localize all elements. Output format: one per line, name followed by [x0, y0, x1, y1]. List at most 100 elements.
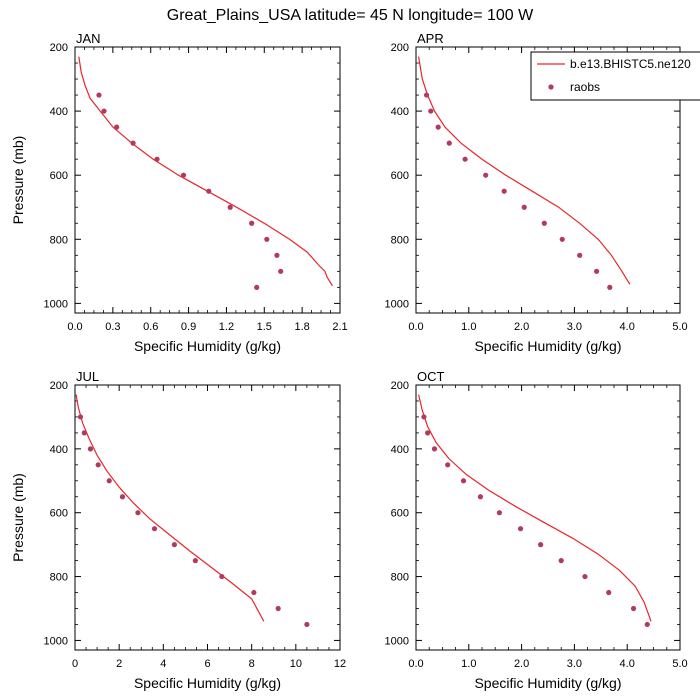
- y-tick-label-apr-2: 600: [391, 170, 409, 182]
- x-tick-label-jan-3: 0.9: [181, 321, 196, 333]
- obs-point-oct-9: [558, 558, 564, 564]
- obs-point-apr-3: [446, 140, 452, 146]
- obs-point-oct-1: [425, 430, 431, 436]
- obs-point-apr-8: [541, 220, 547, 226]
- obs-point-jan-12: [254, 284, 260, 290]
- legend-obs-label: raobs: [570, 80, 600, 94]
- obs-point-jul-7: [151, 526, 158, 532]
- obs-point-oct-6: [496, 510, 503, 516]
- y-tick-label-jan-2: 600: [50, 170, 68, 182]
- legend-obs-marker: [548, 84, 554, 90]
- obs-point-jul-13: [304, 621, 310, 628]
- obs-point-oct-11: [606, 589, 612, 596]
- obs-point-jul-1: [81, 430, 87, 436]
- x-tick-label-jul-2: 4: [160, 658, 166, 670]
- x-tick-label-jan-1: 0.3: [105, 321, 120, 333]
- x-tick-label-oct-5: 5.0: [672, 658, 687, 670]
- obs-point-oct-7: [517, 526, 524, 532]
- obs-point-apr-11: [593, 268, 600, 274]
- x-tick-label-apr-0: 0.0: [408, 321, 423, 333]
- obs-point-jan-10: [274, 252, 280, 258]
- y-axis-title-jul: Pressure (mb): [10, 473, 26, 562]
- obs-point-oct-13: [644, 621, 650, 628]
- x-tick-label-apr-3: 3.0: [567, 321, 582, 333]
- obs-point-oct-12: [630, 605, 637, 612]
- x-tick-label-oct-2: 2.0: [514, 658, 529, 670]
- panel-jan: JAN 0.0 0.3 0.6 0.9 1.2 1.5 1.8 2.1 200 400 600 800 1…: [10, 31, 348, 354]
- y-tick-label-oct-4: 1000: [385, 635, 409, 647]
- obs-point-apr-6: [501, 188, 507, 194]
- obs-point-jan-0: [96, 92, 102, 98]
- obs-point-apr-4: [462, 156, 468, 162]
- model-line-jul: [75, 394, 265, 622]
- y-tick-label-jan-0: 200: [50, 42, 68, 54]
- obs-point-jan-11: [278, 268, 284, 274]
- obs-point-apr-7: [521, 204, 527, 210]
- obs-point-jul-2: [87, 446, 94, 452]
- obs-point-jan-9: [264, 236, 270, 242]
- obs-point-jul-11: [251, 589, 257, 596]
- model-line-jan: [78, 56, 333, 287]
- x-tick-label-jul-6: 12: [334, 658, 346, 670]
- x-tick-label-oct-3: 3.0: [567, 658, 582, 670]
- plot-frame-jul: [74, 384, 341, 651]
- y-tick-label-oct-1: 400: [391, 444, 409, 456]
- obs-point-oct-2: [431, 446, 438, 452]
- obs-point-oct-0: [421, 414, 427, 420]
- y-axis-title-jan: Pressure (mb): [10, 136, 26, 225]
- y-tick-label-jul-2: 600: [50, 508, 68, 520]
- x-axis-title-apr: Specific Humidity (g/kg): [474, 338, 621, 354]
- y-tick-label-jul-1: 400: [50, 444, 68, 456]
- y-tick-label-jan-4: 1000: [44, 298, 68, 310]
- x-tick-label-jan-6: 1.8: [294, 321, 309, 333]
- plot-frame-jan: [74, 46, 341, 314]
- x-tick-label-jan-5: 1.5: [257, 321, 272, 333]
- x-tick-label-jan-7: 2.1: [332, 321, 347, 333]
- panel-oct: OCT 0.0 1.0 2.0 3.0 4.0 5.0 200 400 600 800 1000 Spe…: [385, 369, 688, 691]
- y-tick-label-jan-3: 800: [50, 234, 68, 246]
- x-tick-label-apr-2: 2.0: [514, 321, 529, 333]
- obs-point-apr-1: [428, 108, 434, 114]
- obs-point-jan-6: [206, 188, 212, 194]
- obs-point-apr-12: [607, 284, 613, 290]
- y-tick-label-apr-0: 200: [391, 42, 409, 54]
- obs-point-apr-10: [577, 252, 583, 258]
- x-tick-label-oct-0: 0.0: [408, 658, 423, 670]
- x-tick-label-jul-5: 10: [290, 658, 302, 670]
- obs-point-jul-10: [219, 573, 225, 580]
- panels-group: JAN 0.0 0.3 0.6 0.9 1.2 1.5 1.8 2.1 200 400 600 800 1…: [10, 31, 688, 691]
- panel-apr: APR 0.0 1.0 2.0 3.0 4.0 5.0 200 400 600 800 1000 Spe…: [385, 31, 688, 354]
- obs-point-oct-4: [460, 478, 467, 484]
- legend-box: [530, 51, 700, 101]
- obs-point-oct-5: [477, 494, 484, 500]
- obs-point-jul-0: [77, 414, 84, 420]
- obs-point-apr-5: [483, 172, 489, 178]
- y-tick-label-jul-4: 1000: [44, 635, 68, 647]
- obs-point-apr-9: [559, 236, 565, 242]
- y-tick-label-oct-2: 600: [391, 508, 409, 520]
- obs-point-oct-3: [445, 462, 451, 468]
- x-axis-title-oct: Specific Humidity (g/kg): [474, 675, 621, 691]
- obs-point-jul-5: [119, 494, 126, 500]
- obs-point-jan-7: [227, 204, 233, 210]
- y-tick-label-jul-0: 200: [50, 380, 68, 392]
- x-tick-label-apr-5: 5.0: [672, 321, 687, 333]
- x-tick-label-jul-1: 2: [116, 658, 122, 670]
- obs-point-oct-8: [538, 542, 544, 548]
- x-tick-label-oct-4: 4.0: [620, 658, 635, 670]
- y-tick-label-apr-1: 400: [391, 106, 409, 118]
- obs-point-jan-2: [114, 124, 120, 130]
- obs-point-apr-0: [423, 92, 430, 98]
- obs-point-jul-9: [192, 558, 198, 564]
- x-axis-title-jul: Specific Humidity (g/kg): [134, 675, 281, 691]
- x-axis-title-jan: Specific Humidity (g/kg): [134, 338, 281, 354]
- x-tick-label-jul-4: 8: [249, 658, 255, 670]
- panel-label-oct: OCT: [417, 369, 445, 384]
- obs-point-jan-4: [154, 156, 160, 162]
- x-tick-label-oct-1: 1.0: [461, 658, 476, 670]
- obs-point-jul-3: [95, 462, 101, 468]
- obs-point-jan-1: [101, 108, 107, 114]
- x-tick-label-apr-1: 1.0: [461, 321, 476, 333]
- obs-point-jan-8: [249, 220, 255, 226]
